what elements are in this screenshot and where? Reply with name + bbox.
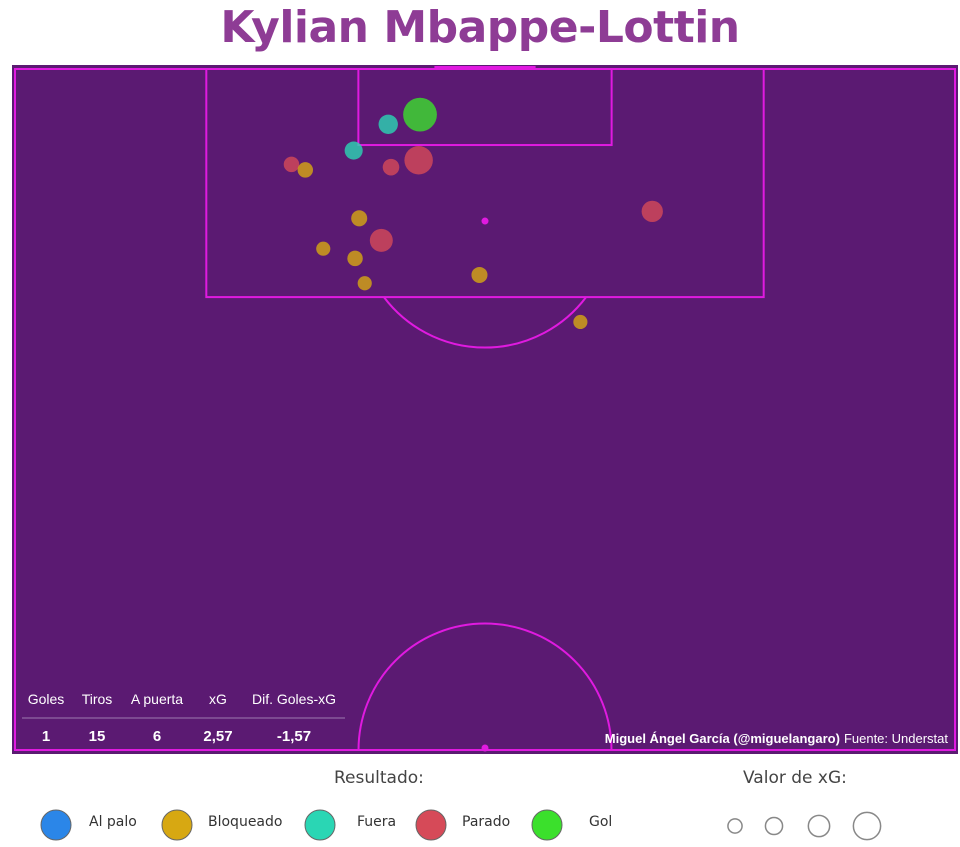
- result-legend-marker: [304, 809, 336, 841]
- stat-value: -1,57: [277, 728, 311, 745]
- shot-point: [382, 158, 400, 176]
- shot-point: [573, 314, 588, 330]
- centre-spot: [481, 744, 489, 752]
- xg-size-marker: [764, 816, 784, 836]
- stat-header: Goles: [28, 691, 65, 707]
- stat-value: 1: [42, 728, 50, 745]
- shot-point: [378, 114, 398, 134]
- credit-author: Miguel Ángel García (@miguelangaro): [605, 731, 840, 746]
- shots-layer: [283, 97, 663, 330]
- xg-size-marker: [852, 811, 882, 841]
- result-legend-marker: [161, 809, 193, 841]
- stat-value: 6: [153, 728, 161, 745]
- result-legend-label: Bloqueado: [208, 814, 283, 830]
- centre-circle: [357, 622, 613, 751]
- stat-header: Tiros: [82, 691, 113, 707]
- shot-point: [283, 156, 300, 173]
- shot-point: [471, 266, 488, 283]
- result-legend-label: Parado: [462, 814, 511, 830]
- shot-point: [403, 97, 437, 132]
- xg-size-marker: [727, 818, 743, 834]
- chart-title: Kylian Mbappe-Lottin: [220, 2, 740, 53]
- shot-point: [641, 200, 663, 223]
- xg-size-legend: [727, 811, 882, 841]
- credit-line: Miguel Ángel García (@miguelangaro) Fuent…: [605, 731, 949, 746]
- credit-source: Fuente: Understat: [844, 731, 948, 746]
- pitch-background: [12, 65, 958, 754]
- result-legend-marker: [531, 809, 563, 841]
- shot-point: [351, 210, 368, 227]
- result-legend-title: Resultado:: [334, 768, 424, 788]
- shot-point: [347, 250, 363, 267]
- stat-value: 15: [89, 728, 106, 745]
- result-legend-marker: [415, 809, 447, 841]
- result-legend-label: Al palo: [89, 814, 137, 830]
- result-legend-marker: [40, 809, 72, 841]
- shot-point: [344, 141, 363, 160]
- shot-point: [297, 162, 314, 178]
- goal-mouth: [434, 66, 536, 70]
- xg-legend-title: Valor de xG:: [743, 768, 847, 788]
- shot-point: [404, 146, 433, 175]
- shot-point: [369, 228, 393, 252]
- result-legend-label: Fuera: [357, 814, 397, 830]
- result-legend-label: Gol: [589, 814, 613, 830]
- stats-table: Goles Tiros A puerta xG Dif. Goles-xG 1 15 6 2,5…: [22, 691, 345, 745]
- stat-header: A puerta: [131, 691, 183, 707]
- result-legend: [40, 809, 563, 841]
- stat-header: Dif. Goles-xG: [252, 691, 336, 707]
- stat-value: 2,57: [203, 728, 232, 745]
- shot-point: [316, 241, 331, 256]
- stat-header: xG: [209, 691, 227, 707]
- xg-size-marker: [807, 814, 831, 838]
- penalty-arc: [383, 296, 587, 349]
- shot-point: [357, 276, 372, 291]
- pitch: [12, 65, 958, 754]
- penalty-spot: [481, 217, 489, 225]
